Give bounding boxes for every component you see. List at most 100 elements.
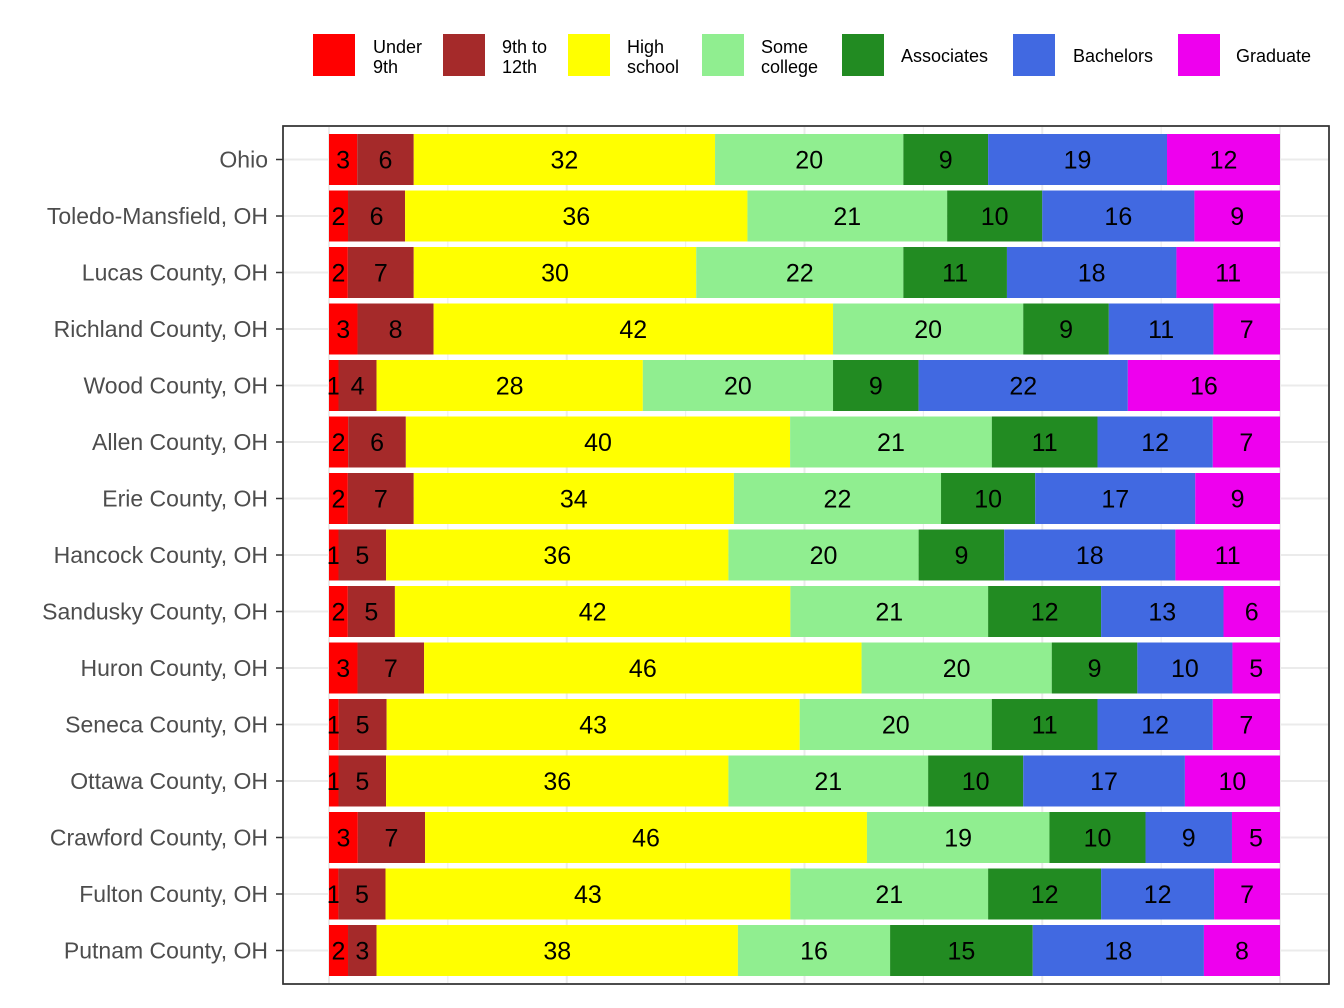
data-label: 20 (810, 542, 838, 570)
data-label: 3 (336, 316, 350, 344)
bar-segment-high-school (405, 416, 791, 468)
bar-segment-under-9th (329, 586, 348, 637)
legend-swatch (568, 34, 610, 76)
bar-segment-high-school (394, 586, 791, 637)
data-label: 10 (962, 768, 990, 796)
bar-segment-bachelors (1101, 868, 1215, 920)
data-label: 1 (327, 768, 341, 796)
legend-label: Graduate (1236, 46, 1311, 66)
data-label: 12 (1141, 712, 1169, 740)
bar-segment-graduate (1203, 925, 1280, 976)
bar-segment-high-school (385, 868, 791, 920)
bar-segment-bachelors (1101, 586, 1224, 637)
data-label: 9 (1230, 203, 1244, 231)
bar-segment-9th-to-12th (347, 247, 414, 298)
bar-segment-bachelors (918, 360, 1128, 411)
bar-row-lucas-county-oh: 2 7 30 22 11 18 11 (329, 247, 1280, 298)
data-label: 22 (824, 486, 852, 514)
legend-item-graduate: Graduate (1178, 34, 1311, 76)
bar-segment-bachelors (1097, 416, 1213, 468)
category-label: Wood County, OH (83, 373, 268, 399)
bar-segment-9th-to-12th (338, 755, 387, 807)
legend-item-associates: Associates (842, 34, 988, 76)
data-label: 36 (562, 203, 590, 231)
bar-segment-some-college (790, 586, 989, 637)
bar-segment-9th-to-12th (348, 925, 377, 976)
data-label: 19 (1064, 147, 1092, 175)
category-label: Lucas County, OH (82, 260, 268, 286)
legend-label: 9th to (502, 37, 547, 57)
data-label: 7 (1239, 429, 1253, 457)
bar-segment-associates (947, 190, 1043, 242)
data-label: 11 (1215, 260, 1241, 288)
data-label: 7 (1240, 881, 1254, 909)
data-label: 17 (1101, 486, 1129, 514)
data-label: 43 (579, 712, 607, 740)
bar-segment-associates (991, 699, 1098, 750)
bar-segment-high-school (405, 190, 748, 242)
bar-segment-high-school (376, 360, 643, 411)
bar-segment-graduate (1231, 812, 1280, 863)
bar-row-putnam-county-oh: 2 3 38 16 15 18 8 (329, 925, 1280, 976)
category-label: Crawford County, OH (50, 825, 268, 851)
bar-segment-bachelors (1032, 925, 1204, 976)
data-label: 5 (355, 542, 369, 570)
data-label: 3 (355, 938, 369, 966)
data-label: 3 (336, 825, 350, 853)
bar-segment-associates (918, 529, 1005, 581)
bar-segment-some-college (747, 190, 948, 242)
category-label: Ohio (219, 147, 268, 173)
bar-segment-bachelors (1023, 755, 1185, 807)
bar-segment-associates (833, 360, 919, 411)
data-label: 6 (370, 203, 384, 231)
data-label: 17 (1090, 768, 1118, 796)
data-label: 16 (1104, 203, 1132, 231)
bar-segment-some-college (728, 755, 929, 807)
bar-segment-high-school (413, 134, 716, 185)
bar-segment-graduate (1214, 868, 1280, 920)
data-label: 5 (1249, 825, 1263, 853)
bar-segment-bachelors (1145, 812, 1232, 863)
bar-row-fulton-county-oh: 1 5 43 21 12 12 7 (327, 868, 1280, 920)
data-label: 9 (1059, 316, 1073, 344)
data-label: 21 (875, 881, 903, 909)
bar-segment-some-college (733, 473, 942, 524)
data-label: 12 (1031, 599, 1059, 627)
legend-swatch (443, 34, 485, 76)
category-label: Hancock County, OH (54, 542, 268, 568)
bar-segment-associates (1049, 812, 1146, 863)
data-label: 20 (724, 373, 752, 401)
bar-segment-graduate (1167, 134, 1280, 185)
data-label: 9 (1088, 655, 1102, 683)
category-label: Seneca County, OH (65, 712, 268, 738)
bar-segment-graduate (1195, 473, 1280, 524)
data-label: 32 (550, 147, 578, 175)
legend-label: school (627, 57, 679, 77)
data-label: 5 (364, 599, 378, 627)
bar-segment-under-9th (329, 868, 339, 920)
bar-segment-graduate (1176, 247, 1280, 298)
bar-segment-graduate (1194, 190, 1280, 242)
bar-segment-bachelors (1042, 190, 1195, 242)
data-label: 18 (1078, 260, 1106, 288)
data-label: 2 (332, 429, 346, 457)
bar-segment-associates (1051, 642, 1138, 694)
data-label: 2 (331, 599, 345, 627)
bar-row-seneca-county-oh: 1 5 43 20 11 12 7 (327, 699, 1280, 750)
data-label: 1 (327, 542, 341, 570)
data-label: 5 (355, 881, 369, 909)
legend-label: 12th (502, 57, 537, 77)
bar-segment-under-9th (329, 303, 358, 355)
bar-segment-associates (903, 134, 989, 185)
bar-segment-under-9th (329, 699, 339, 750)
data-label: 2 (332, 938, 346, 966)
data-label: 1 (327, 881, 341, 909)
bar-segment-some-college (715, 134, 904, 185)
data-label: 46 (632, 825, 660, 853)
bar-segment-graduate (1232, 642, 1280, 694)
data-label: 9 (1182, 825, 1196, 853)
bar-row-ohio: 3 6 32 20 9 19 12 (329, 134, 1280, 185)
data-label: 8 (389, 316, 403, 344)
